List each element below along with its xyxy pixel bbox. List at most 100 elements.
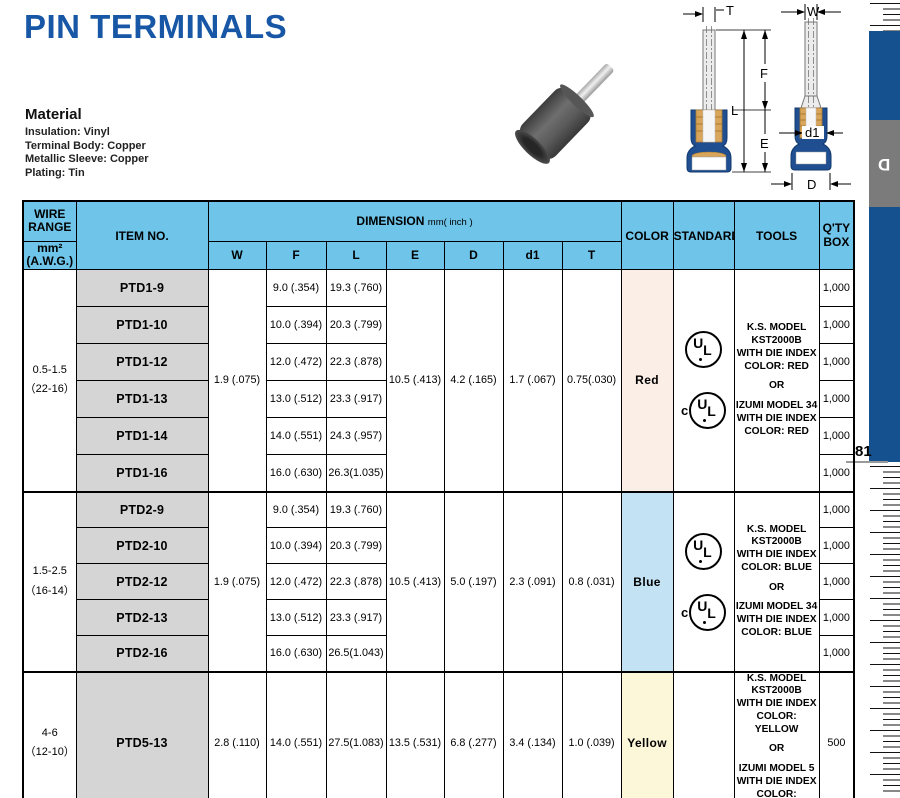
dim-d1-cell: 2.3 (.091)	[502, 490, 563, 673]
dim-label-T: T	[726, 3, 734, 18]
dim-t-cell: 0.75(.030)	[561, 269, 622, 493]
table-row: PTD2-16 16.0 (.630) 26.5(1.043) 1,000	[23, 635, 855, 673]
dim-e-cell: 10.5 (.413)	[385, 490, 445, 673]
dim-f-cell: 14.0 (.551)	[265, 417, 327, 456]
side-bar-blue-top	[869, 31, 900, 120]
item-no-cell: PTD1-9	[75, 269, 209, 308]
table-row: PTD1-16 16.0 (.630) 26.3(1.035) 1,000	[23, 454, 855, 493]
tools-izumi: IZUMI MODEL 5 WITH DIE INDEX COLOR: YELL…	[736, 763, 817, 798]
header-dim-e: E	[385, 240, 445, 271]
material-line: Terminal Body: Copper	[25, 139, 146, 152]
dim-l-cell: 23.3 (.917)	[325, 599, 387, 637]
tools-ks: K.S. MODEL KST2000B WITH DIE INDEX COLOR…	[736, 322, 817, 372]
dim-l-cell: 22.3 (.878)	[325, 343, 387, 382]
dim-d-cell: 4.2 (.165)	[443, 269, 504, 493]
ul-letter-l: L	[703, 543, 712, 560]
dim-f-cell: 10.0 (.394)	[265, 527, 327, 565]
item-no-cell: PTD1-12	[75, 343, 209, 382]
material-line: Metallic Sleeve: Copper	[25, 153, 149, 165]
material-line: Plating: Tin	[25, 166, 85, 179]
ul-letter-l: L	[707, 403, 716, 420]
item-no-cell: PTD2-10	[75, 527, 209, 565]
header-tools: TOOLS	[733, 200, 820, 271]
table-row: PTD1-14 14.0 (.551) 24.3 (.957) 1,000	[23, 417, 855, 456]
tools-ks: K.S. MODEL KST2000B WITH DIE INDEX COLOR…	[736, 523, 817, 573]
dim-l-cell: 20.3 (.799)	[325, 306, 387, 345]
wire-range-mm: 4-6	[41, 726, 58, 739]
dim-f-cell: 16.0 (.630)	[265, 635, 327, 673]
tools-or: OR	[768, 581, 785, 593]
dim-label-E: E	[760, 136, 769, 151]
dim-l-cell: 23.3 (.917)	[325, 380, 387, 419]
section-tab-letter: D	[878, 154, 891, 174]
dimension-diagram: T L F E	[683, 3, 851, 192]
item-no-cell: PTD1-14	[75, 417, 209, 456]
dim-f-cell: 16.0 (.630)	[265, 454, 327, 493]
header-dimension-text: DIMENSION	[356, 214, 425, 229]
tools-or: OR	[768, 743, 785, 755]
cul-circle: U L	[689, 392, 727, 430]
table-row: 1.5-2.5 （16-14） PTD2-9 1.9 (.075) 9.0 (.…	[22, 490, 855, 673]
pin-terminal-image	[508, 45, 632, 170]
tools-cell: K.S. MODEL KST2000B WITH DIE INDEX COLOR…	[733, 269, 820, 493]
table-row: PTD1-12 12.0 (.472) 22.3 (.878) 1,000	[23, 343, 855, 382]
qty-cell: 1,000	[818, 343, 855, 382]
header-qty-box: Q'TY BOX	[818, 200, 855, 271]
dim-l-cell: 22.3 (.878)	[325, 563, 387, 601]
table-row: PTD1-13 13.0 (.512) 23.3 (.917) 1,000	[23, 380, 855, 419]
cul-letter-c: c	[680, 403, 689, 419]
wire-range-awg: （12-10）	[24, 746, 75, 759]
item-no-cell: PTD2-9	[75, 490, 209, 529]
standard-cell: U L c U L	[672, 490, 735, 673]
dim-label-D: D	[807, 177, 816, 192]
item-no-cell: PTD2-16	[75, 635, 209, 673]
wire-range-cell: 0.5-1.5 （22-16）	[22, 269, 77, 493]
item-no-cell: PTD1-10	[75, 306, 209, 345]
cul-listed-icon: c U L	[680, 392, 727, 430]
tools-cell: K.S. MODEL KST2000B WITH DIE INDEX COLOR…	[733, 490, 820, 673]
ul-letter-u: U	[697, 597, 708, 614]
header-wire-unit: mm² (A.W.G.)	[22, 240, 77, 271]
ruler-ticks-top	[870, 3, 900, 33]
wire-range-awg: （22-16）	[24, 383, 75, 396]
material-line: Insulation: Vinyl	[25, 126, 110, 138]
ul-dot	[699, 358, 703, 362]
header-dim-t: T	[561, 240, 622, 271]
dim-t-cell: 0.8 (.031)	[561, 490, 622, 673]
dim-f-cell: 14.0 (.551)	[265, 670, 327, 798]
dim-f-cell: 13.0 (.512)	[265, 599, 327, 637]
header-standard: STANDARD	[672, 200, 735, 271]
dim-label-d1: d1	[805, 125, 819, 140]
color-cell: Red	[620, 269, 674, 493]
dim-f-cell: 9.0 (.354)	[265, 269, 327, 308]
table-row: 4-6 （12-10） PTD5-13 2.8 (.110) 14.0 (.55…	[22, 670, 855, 798]
color-cell: Yellow	[620, 670, 674, 798]
ul-letter-u: U	[693, 536, 704, 553]
dim-d-cell: 5.0 (.197)	[443, 490, 504, 673]
qty-cell: 500	[818, 670, 855, 798]
material-heading: Material	[25, 106, 82, 123]
qty-cell: 1,000	[818, 635, 855, 673]
header-dimension-unit: mm( inch )	[427, 217, 473, 229]
dim-l-cell: 19.3 (.760)	[325, 269, 387, 308]
header-dim-l: L	[325, 240, 387, 271]
ul-letter-l: L	[703, 342, 712, 359]
dim-f-cell: 12.0 (.472)	[265, 343, 327, 382]
dim-t-cell: 1.0 (.039)	[561, 670, 622, 798]
ul-listed-icon: U L	[685, 331, 723, 369]
dim-d1-cell: 1.7 (.067)	[502, 269, 563, 493]
header-dim-d: D	[443, 240, 504, 271]
standard-cell: U L c U L	[672, 269, 735, 493]
wire-range-cell: 1.5-2.5 （16-14）	[22, 490, 77, 673]
dim-d1-cell: 3.4 (.134)	[502, 670, 563, 798]
page-number-underline	[846, 461, 888, 463]
side-bar-blue-bottom	[869, 207, 900, 462]
header-wire-range: WIRE RANGE	[22, 200, 77, 242]
header-dim-w: W	[207, 240, 267, 271]
dim-l-cell: 27.5(1.083)	[325, 670, 387, 798]
page-title: PIN TERMINALS	[24, 8, 288, 45]
dim-f-cell: 9.0 (.354)	[265, 490, 327, 529]
ul-listed-icon: U L	[685, 532, 723, 570]
cul-listed-icon: c U L	[681, 593, 727, 631]
